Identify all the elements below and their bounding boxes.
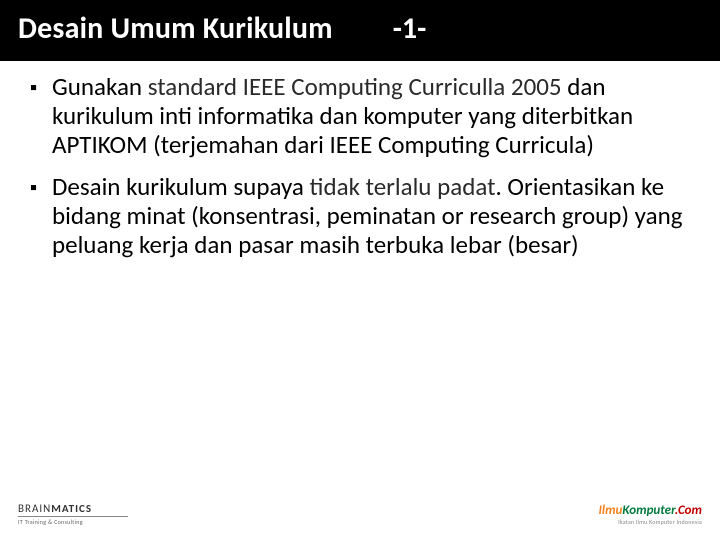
footer-left-logo: BRAINMATICS IT Training & Consulting [18, 502, 128, 526]
bullet-marker-icon: ▪ [30, 73, 52, 159]
bullet-emph: tidak terlalu padat [310, 171, 496, 202]
footer-right-logo: IlmuKomputer.Com Ikatan Ilmu Komputer In… [598, 503, 702, 526]
footer-left-brand-bold: MATICS [51, 502, 92, 515]
bullet-marker-icon: ▪ [30, 173, 52, 259]
content-area: ▪ Gunakan standard IEEE Computing Curric… [0, 61, 720, 260]
bullet-text: Desain kurikulum supaya tidak terlalu pa… [52, 173, 690, 259]
footer-left-tagline: IT Training & Consulting [18, 518, 128, 526]
title-bar: Desain Umum Kurikulum -1- [0, 0, 720, 61]
footer-left-brand-light: BRAIN [18, 502, 51, 515]
bullet-pre: Desain kurikulum supaya [52, 171, 310, 202]
footer-right-ilmu: Ilmu [598, 503, 622, 518]
bullet-text: Gunakan standard IEEE Computing Curricul… [52, 73, 690, 159]
footer-right-komputer: Komputer [622, 503, 674, 518]
bullet-item: ▪ Gunakan standard IEEE Computing Curric… [30, 73, 690, 159]
slide-title: Desain Umum Kurikulum [18, 10, 333, 47]
slide: Desain Umum Kurikulum -1- ▪ Gunakan stan… [0, 0, 720, 540]
bullet-item: ▪ Desain kurikulum supaya tidak terlalu … [30, 173, 690, 259]
footer-right-com: .Com [675, 503, 702, 518]
footer-right-brand: IlmuKomputer.Com [598, 503, 702, 518]
footer-left-brand: BRAINMATICS [18, 502, 128, 517]
bullet-emph: standard IEEE Computing Curriculla 2005 [148, 71, 562, 102]
bullet-pre: Gunakan [52, 71, 148, 102]
footer-right-tagline: Ikatan Ilmu Komputer Indonesia [598, 518, 702, 526]
slide-number: -1- [393, 10, 427, 47]
